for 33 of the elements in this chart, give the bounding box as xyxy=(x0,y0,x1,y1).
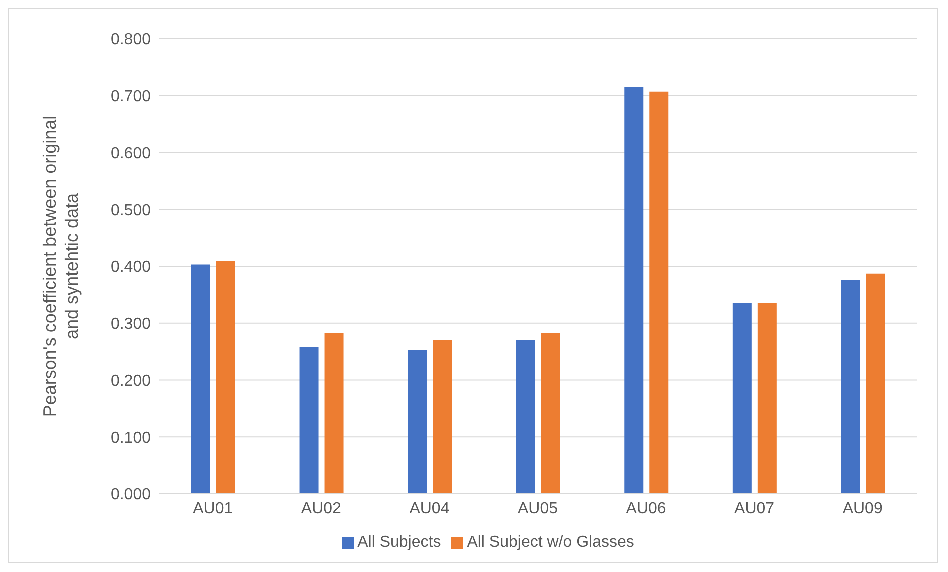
bar xyxy=(408,350,428,494)
y-tick-label: 0.600 xyxy=(110,145,152,162)
bar xyxy=(324,333,344,494)
y-tick-label: 0.400 xyxy=(110,259,152,276)
x-tick-label: AU01 xyxy=(193,500,234,518)
y-tick-label: 0.800 xyxy=(110,32,152,49)
y-tick-label: 0.300 xyxy=(110,316,152,334)
y-tick-label: 0.000 xyxy=(110,486,152,504)
y-tick-label: 0.500 xyxy=(110,202,152,220)
bar xyxy=(216,261,236,494)
bar xyxy=(300,347,319,494)
x-tick-label: AU06 xyxy=(626,500,666,518)
bar xyxy=(624,87,644,494)
x-tick-label: AU09 xyxy=(842,500,883,518)
legend-label: All Subject w/o Glasses xyxy=(467,534,634,551)
x-tick-label: AU07 xyxy=(734,500,775,518)
x-tick-label: AU05 xyxy=(518,500,558,518)
bar xyxy=(650,92,669,494)
bar xyxy=(758,303,777,494)
bar xyxy=(732,303,752,494)
bar xyxy=(516,340,536,494)
y-tick-label: 0.700 xyxy=(110,88,152,106)
bar xyxy=(541,333,560,494)
bar xyxy=(433,340,452,494)
legend-label: All Subjects xyxy=(358,534,442,551)
x-tick-label: AU04 xyxy=(410,500,450,518)
bar xyxy=(191,264,210,494)
y-tick-label: 0.100 xyxy=(110,430,152,447)
y-tick-label: 0.200 xyxy=(110,372,152,390)
x-tick-label: AU02 xyxy=(301,500,342,518)
y-axis-title: Pearson's coefficient between original and syntehtic data xyxy=(40,116,82,418)
bar xyxy=(866,274,886,494)
bar xyxy=(841,280,860,494)
